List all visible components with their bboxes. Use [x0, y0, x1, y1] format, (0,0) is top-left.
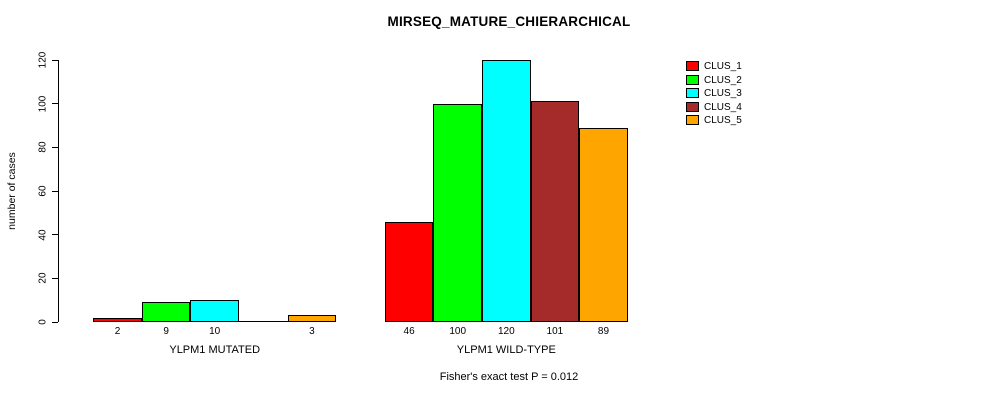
bar [287, 315, 337, 322]
bar-value-label: 3 [309, 326, 315, 337]
bar [93, 317, 142, 322]
y-tick-mark [52, 59, 58, 61]
legend-swatch [686, 74, 699, 85]
legend-label: CLUS_2 [704, 74, 742, 86]
y-axis-line [58, 60, 59, 322]
group-label: YLPM1 MUTATED [169, 344, 261, 356]
legend-swatch [686, 61, 699, 71]
y-tick-label: 120 [37, 51, 49, 69]
y-tick-mark [52, 190, 58, 192]
annotation-text: Fisher's exact test P = 0.012 [439, 371, 579, 383]
y-tick-mark [52, 146, 58, 148]
bar-value-label: 120 [497, 326, 515, 337]
y-tick-label: 0 [37, 319, 49, 325]
bar [190, 300, 239, 322]
bar-value-label: 46 [403, 326, 415, 337]
y-tick-label: 100 [37, 95, 49, 112]
bar [579, 127, 628, 322]
bar-value-label: 9 [163, 326, 169, 337]
legend-label: CLUS_4 [704, 101, 742, 113]
bar [384, 221, 434, 322]
legend-label: CLUS_3 [704, 88, 742, 99]
bar-value-label: 10 [209, 326, 221, 337]
y-tick-mark [52, 103, 58, 105]
y-tick-mark [52, 234, 58, 236]
y-tick-label: 40 [37, 229, 49, 241]
bar-value-label: 101 [546, 326, 564, 337]
bar [530, 101, 580, 322]
bar [141, 302, 191, 322]
bar-value-label: 89 [597, 326, 610, 337]
y-tick-label: 80 [37, 141, 49, 153]
y-tick-mark [52, 321, 58, 323]
chart-title: MIRSEQ_MATURE_CHIERARCHICAL [387, 14, 631, 29]
legend-swatch [686, 101, 699, 112]
y-tick-label: 60 [37, 185, 49, 197]
bar [482, 60, 531, 322]
bar-zero-height [239, 321, 288, 322]
y-tick-label: 20 [37, 272, 49, 284]
legend-swatch [686, 115, 699, 125]
group-label: YLPM1 WILD-TYPE [456, 344, 556, 356]
bar-value-label: 2 [114, 326, 121, 337]
bar [433, 103, 482, 322]
legend-swatch [686, 88, 699, 98]
y-tick-mark [52, 277, 58, 279]
bar-value-label: 100 [449, 326, 467, 337]
legend-label: CLUS_1 [704, 61, 742, 72]
y-axis-label: number of cases [6, 152, 18, 230]
legend-label: CLUS_5 [704, 115, 742, 126]
